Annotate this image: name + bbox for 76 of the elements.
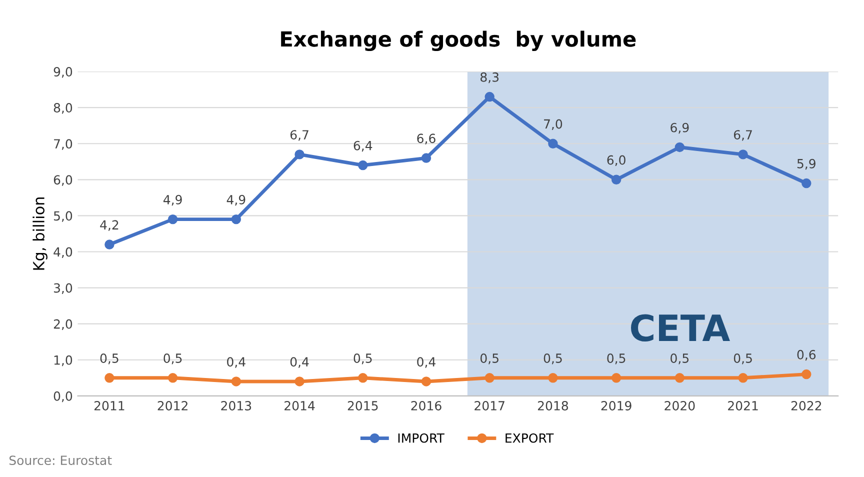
y-tick-label: 1,0: [54, 355, 72, 366]
data-label: 0,5: [354, 354, 372, 364]
y-tick-label: 4,0: [54, 247, 72, 258]
x-tick-label: 2022: [791, 400, 822, 410]
point: [548, 373, 558, 383]
y-tick-label: 7,0: [54, 139, 72, 150]
point: [421, 376, 432, 386]
y-tick-label: 5,0: [54, 211, 72, 222]
point: [168, 373, 178, 383]
data-label: 0,5: [164, 354, 182, 364]
point: [168, 214, 178, 224]
x-tick-label: 2014: [284, 400, 315, 410]
x-tick-label: 2020: [664, 400, 695, 410]
data-label: 6,7: [734, 130, 752, 141]
data-label: 0,4: [417, 357, 436, 368]
point: [674, 142, 685, 152]
y-tick-label: 2,0: [54, 319, 72, 330]
data-label: 6,4: [354, 140, 372, 152]
point: [358, 373, 368, 383]
point: [738, 150, 748, 160]
data-label: 5,9: [797, 158, 816, 170]
chart-title: Exchange of goods by volume: [281, 30, 636, 52]
y-axis-title: Kg, billion: [32, 197, 48, 270]
point: [358, 160, 368, 170]
data-label: 6,9: [670, 122, 689, 134]
data-label: 0,4: [227, 357, 246, 368]
point: [484, 373, 494, 383]
point: [294, 376, 304, 386]
point: [611, 174, 622, 185]
data-label: 8,3: [480, 72, 499, 84]
x-tick-label: 2015: [348, 400, 378, 410]
x-tick-label: 2018: [538, 400, 568, 410]
data-label: 0,6: [797, 350, 816, 361]
point: [231, 376, 242, 386]
x-tick-label: 2013: [221, 400, 252, 410]
point: [104, 373, 114, 383]
data-label: 0,5: [607, 354, 626, 364]
y-tick-label: 8,0: [54, 103, 72, 114]
data-label: 6,6: [417, 134, 436, 144]
data-label: 6,7: [290, 130, 308, 141]
data-label: 0,5: [670, 354, 689, 364]
y-tick-label: 6,0: [54, 175, 72, 186]
x-tick-label: 2019: [601, 400, 632, 410]
legend-label: EXPORT: [506, 433, 554, 443]
x-tick-label: 2011: [94, 400, 124, 410]
point: [484, 92, 494, 102]
data-label: 4,2: [100, 220, 118, 231]
x-tick-label: 2016: [411, 400, 442, 410]
point: [738, 373, 748, 383]
y-tick-label: 0,0: [54, 391, 72, 402]
data-label: 0,5: [734, 354, 752, 364]
point: [802, 178, 812, 188]
point: [802, 369, 812, 380]
x-tick-label: 2012: [158, 400, 188, 410]
band-label: CETA: [631, 314, 730, 342]
point: [611, 373, 622, 383]
y-tick-label: 3,0: [54, 283, 72, 294]
point: [231, 214, 242, 224]
y-tick-label: 9,0: [54, 67, 72, 78]
point: [548, 138, 558, 148]
point: [674, 373, 685, 383]
point: [104, 240, 114, 250]
data-label: 7,0: [544, 119, 562, 130]
point: [421, 153, 432, 163]
data-label: 0,5: [480, 354, 498, 364]
source-note: Source: Eurostat: [9, 456, 112, 466]
data-label: 0,5: [100, 354, 118, 364]
x-tick-label: 2021: [728, 400, 758, 410]
point: [294, 150, 304, 160]
data-label: 6,0: [607, 155, 626, 166]
data-label: 0,5: [544, 354, 562, 364]
data-label: 4,9: [163, 194, 182, 206]
data-label: 4,9: [226, 194, 246, 206]
data-label: 0,4: [290, 357, 309, 368]
legend-label: IMPORT: [398, 433, 444, 443]
x-tick-label: 2017: [474, 400, 504, 410]
